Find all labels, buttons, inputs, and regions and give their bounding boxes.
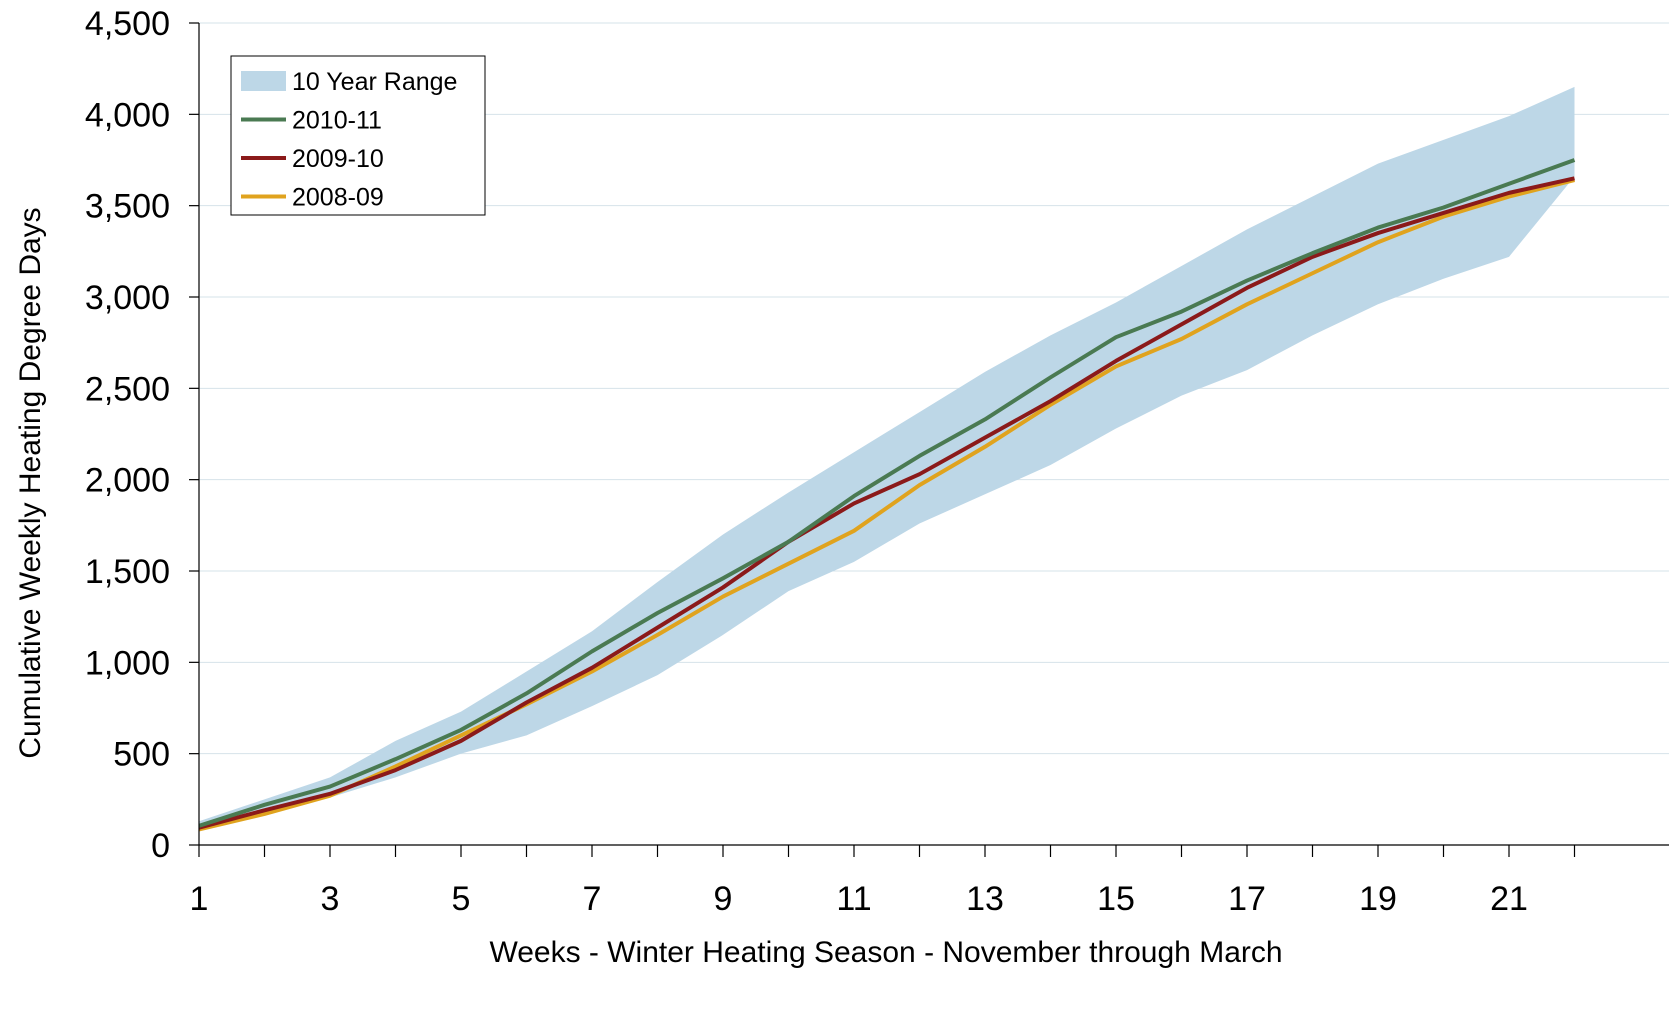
series-line-2009-10: [199, 176, 1575, 830]
y-tick-label: 4,000: [85, 96, 170, 134]
y-tick-label: 3,500: [85, 188, 170, 226]
series-line-2010-11: [199, 158, 1576, 828]
y-axis-title: Cumulative Weekly Heating Degree Days: [14, 207, 47, 758]
x-axis-title: Weeks - Winter Heating Season - November…: [489, 936, 1282, 969]
axes: 0 500 1,000 1,500 2,000 2,500 3,000 3,500 4,000 4…: [85, 5, 1669, 918]
range-band: [199, 86, 1575, 831]
x-tick-label: 3: [321, 880, 340, 918]
x-tick-label: 13: [966, 880, 1004, 918]
legend-label: 10 Year Range: [292, 68, 457, 96]
y-tick-label: 2,500: [85, 370, 170, 408]
y-tick-label: 500: [113, 736, 170, 774]
legend-swatch-range: [241, 71, 286, 91]
y-tick-label: 2,000: [85, 462, 170, 500]
series-line-2008-09: [199, 178, 1575, 832]
x-tick-label: 11: [836, 880, 871, 918]
legend-label: 2008-09: [292, 184, 384, 212]
y-tick-label: 1,000: [85, 644, 170, 682]
x-tick-label: 1: [190, 880, 209, 918]
y-tick-label: 0: [151, 827, 170, 865]
legend-label: 2009-10: [292, 145, 384, 173]
y-tick-label: 4,500: [85, 5, 170, 43]
range-band-layer: [199, 86, 1575, 831]
x-tick-label: 7: [583, 880, 602, 918]
y-tick-label: 1,500: [85, 553, 170, 591]
x-tick-label: 21: [1490, 880, 1528, 918]
x-tick-label: 19: [1359, 880, 1397, 918]
legend: 10 Year Range 2010-11 2009-10 2008-09: [230, 55, 486, 216]
x-tick-label: 9: [714, 880, 733, 918]
y-tick-label: 3,000: [85, 279, 170, 317]
x-tick-label: 15: [1097, 880, 1135, 918]
x-tick-label: 5: [452, 880, 471, 918]
legend-label: 2010-11: [292, 107, 382, 135]
series-lines-layer: [199, 158, 1576, 832]
x-tick-label: 17: [1228, 880, 1266, 918]
